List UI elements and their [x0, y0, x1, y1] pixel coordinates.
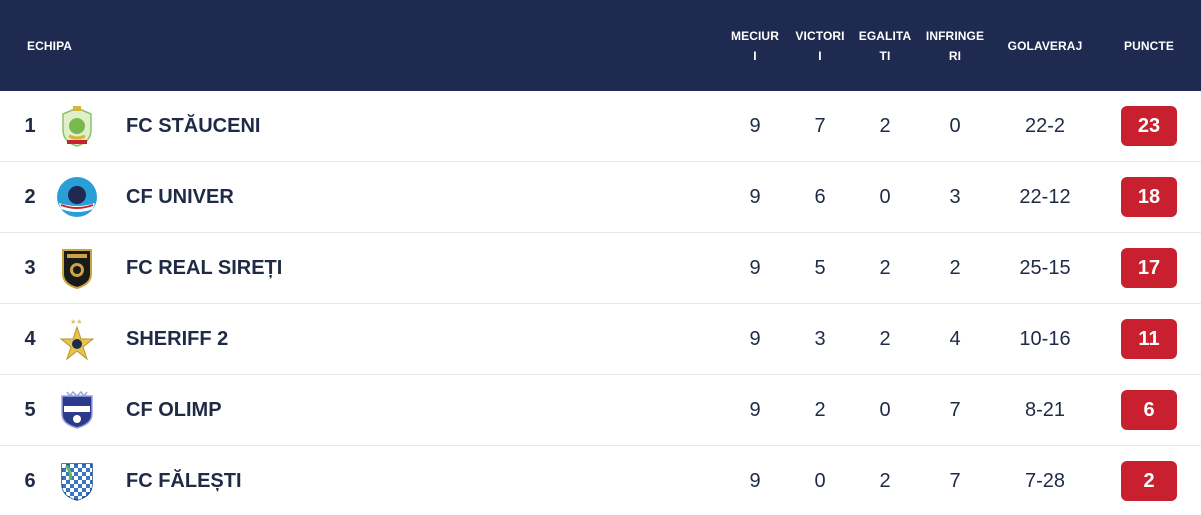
team-name[interactable]: FC FĂLEȘTI [126, 469, 242, 492]
points-badge: 23 [1121, 106, 1177, 146]
goal-difference: 22-12 [1019, 185, 1071, 208]
points-badge: 17 [1121, 248, 1177, 288]
goal-difference: 25-15 [1019, 256, 1071, 279]
matches-played: 9 [749, 398, 761, 421]
draws: 2 [879, 256, 891, 279]
wins: 3 [814, 327, 826, 350]
team-name[interactable]: FC REAL SIREȚI [126, 256, 283, 279]
matches-played: 9 [749, 185, 761, 208]
losses: 7 [949, 469, 961, 492]
points-cell: 17 [1118, 233, 1180, 303]
fc-real-sireti-crest-icon [54, 233, 100, 303]
draws: 2 [879, 114, 891, 137]
points-badge: 2 [1121, 461, 1177, 501]
wins: 0 [814, 469, 826, 492]
draws: 2 [879, 469, 891, 492]
points-badge: 11 [1121, 319, 1177, 359]
wins: 7 [814, 114, 826, 137]
matches-played: 9 [749, 114, 761, 137]
team-name[interactable]: CF OLIMP [126, 398, 222, 421]
goal-difference: 7-28 [1024, 469, 1066, 492]
fc-falesti-crest-icon [54, 446, 100, 515]
points-cell: 11 [1118, 304, 1180, 374]
fc-staeuceni-crest-icon [54, 91, 100, 161]
goal-difference: 8-21 [1024, 398, 1066, 421]
svg-text:★★: ★★ [70, 318, 83, 326]
wins: 5 [814, 256, 826, 279]
points-badge: 6 [1121, 390, 1177, 430]
header-drawn: EGALITA TI [858, 28, 912, 63]
losses: 7 [949, 398, 961, 421]
matches-played: 9 [749, 256, 761, 279]
losses: 4 [949, 327, 961, 350]
position: 2 [24, 185, 36, 208]
position: 3 [24, 256, 36, 279]
team-name[interactable]: CF UNIVER [126, 185, 234, 208]
losses: 2 [949, 256, 961, 279]
draws: 2 [879, 327, 891, 350]
table-row[interactable]: 6 FC FĂLEȘTI 9 0 2 7 7-28 2 [0, 446, 1201, 515]
wins: 6 [814, 185, 826, 208]
points-cell: 2 [1118, 446, 1180, 515]
header-lost: INFRINGE RI [925, 28, 985, 63]
losses: 3 [949, 185, 961, 208]
matches-played: 9 [749, 469, 761, 492]
header-points: PUNCTE [1124, 38, 1174, 53]
table-row[interactable]: 1 FC STĂUCENI 9 7 2 0 22-2 23 [0, 91, 1201, 162]
table-header: ECHIPA MECIUR I VICTORI I EGALITA TI INF… [0, 0, 1201, 91]
header-goal-difference: GOLAVERAJ [1007, 38, 1083, 53]
position: 6 [24, 469, 36, 492]
position: 4 [24, 327, 36, 350]
goal-difference: 10-16 [1019, 327, 1071, 350]
header-won: VICTORI I [795, 28, 845, 63]
team-name[interactable]: FC STĂUCENI [126, 114, 261, 137]
points-badge: 18 [1121, 177, 1177, 217]
table-row[interactable]: 2 CF UNIVER 9 6 0 3 22-12 18 [0, 162, 1201, 233]
points-cell: 18 [1118, 162, 1180, 232]
position: 1 [24, 114, 36, 137]
cf-univer-crest-icon [54, 162, 100, 232]
points-cell: 6 [1118, 375, 1180, 445]
losses: 0 [949, 114, 961, 137]
position: 5 [24, 398, 36, 421]
table-row[interactable]: 5 CF OLIMP 9 2 0 7 8-21 6 [0, 375, 1201, 446]
goal-difference: 22-2 [1024, 114, 1066, 137]
header-team: ECHIPA [27, 38, 73, 53]
table-row[interactable]: 3 FC REAL SIREȚI 9 5 2 2 25-15 17 [0, 233, 1201, 304]
cf-olimp-crest-icon [54, 375, 100, 445]
wins: 2 [814, 398, 826, 421]
points-cell: 23 [1118, 91, 1180, 161]
matches-played: 9 [749, 327, 761, 350]
sheriff-star-crest-icon: ★★ [54, 304, 100, 374]
team-name[interactable]: SHERIFF 2 [126, 327, 229, 350]
draws: 0 [879, 398, 891, 421]
draws: 0 [879, 185, 891, 208]
table-row[interactable]: 4 ★★ SHERIFF 2 9 3 2 4 10-16 11 [0, 304, 1201, 375]
header-played: MECIUR I [731, 28, 779, 63]
